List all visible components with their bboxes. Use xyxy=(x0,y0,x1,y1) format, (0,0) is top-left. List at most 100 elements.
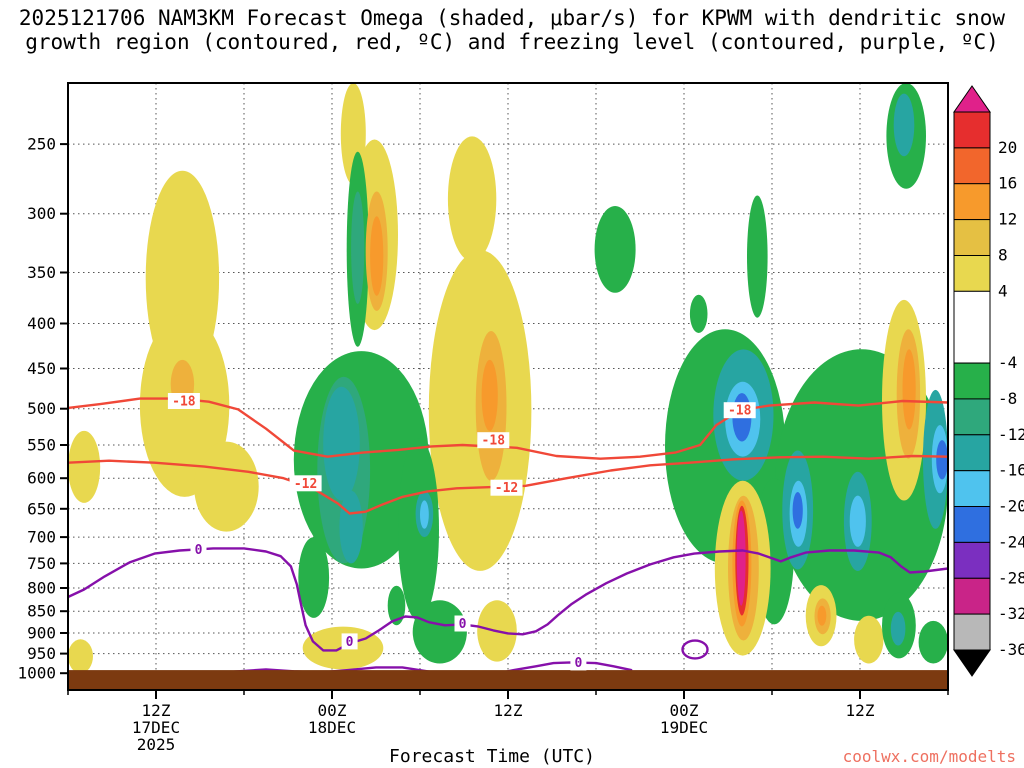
time-tick-date: 17DEC xyxy=(132,718,180,737)
pressure-tick-label: 450 xyxy=(27,359,56,378)
shaded-region xyxy=(736,510,746,606)
contour-label: -12 xyxy=(495,481,518,496)
colorbar-label: 4 xyxy=(998,281,1008,300)
colorbar-label: -24 xyxy=(998,532,1024,551)
pressure-tick-label: 800 xyxy=(27,579,56,598)
shaded-region xyxy=(194,441,259,532)
axes: 250 300 350 400 450 500 550 600 650 700 750 800 850 9… xyxy=(17,135,949,754)
plot-generated-content: -18 -18 -18 -12 -12 0 0 0 0 250 300 350 400 450 500 550… xyxy=(17,82,1024,754)
shaded-region xyxy=(918,620,948,664)
contour-label-bg xyxy=(289,475,322,492)
pressure-tick-label: 950 xyxy=(27,644,56,663)
watermark-link[interactable]: coolwx.com/modelts xyxy=(843,747,1016,766)
contour-dendritic-growth-minus12 xyxy=(68,454,948,515)
pressure-tick-label: 600 xyxy=(27,469,56,488)
colorbar-segment xyxy=(953,398,991,436)
pressure-tick-label: 650 xyxy=(27,499,56,518)
colorbar-segment xyxy=(953,434,991,472)
time-tick-year: 2025 xyxy=(137,735,176,754)
time-tick-date: 19DEC xyxy=(660,718,708,737)
contour-label: -18 xyxy=(482,434,506,449)
contour-label: 0 xyxy=(574,656,582,671)
time-tick-label: 12Z xyxy=(494,701,523,720)
colorbar-label: 8 xyxy=(998,246,1008,265)
colorbar: 20 16 12 8 4 -4 -8 -12 -16 -20 -24 -28 -32 -36 xyxy=(953,85,1024,677)
contour-label-bg xyxy=(167,393,200,409)
shaded-region xyxy=(298,537,330,618)
shaded-region xyxy=(689,294,708,333)
shaded-region xyxy=(339,490,363,564)
contour-label: -18 xyxy=(172,395,196,410)
pressure-tick-label: 250 xyxy=(27,135,56,154)
shaded-region xyxy=(747,195,768,318)
contour-label: 0 xyxy=(346,635,354,650)
time-tick-date: 18DEC xyxy=(308,718,356,737)
contour-label-bg xyxy=(190,541,207,558)
colorbar-label: 20 xyxy=(998,138,1017,157)
shaded-region xyxy=(420,500,429,529)
time-tick-label: 12Z xyxy=(846,701,875,720)
colorbar-segment xyxy=(953,613,991,651)
shaded-region xyxy=(68,639,93,674)
shaded-region xyxy=(849,495,866,547)
colorbar-label: -8 xyxy=(998,389,1017,408)
colorbar-segment xyxy=(953,255,991,292)
colorbar-segment xyxy=(953,147,991,185)
time-tick-label: 00Z xyxy=(318,701,347,720)
shaded-region xyxy=(412,600,467,664)
pressure-tick-label: 300 xyxy=(27,204,56,223)
shaded-region xyxy=(447,136,497,262)
contour-label: 0 xyxy=(195,543,203,558)
colorbar-label: -4 xyxy=(998,353,1017,372)
shaded-omega-field xyxy=(68,83,948,674)
contour-labels: -18 -18 -18 -12 -12 0 0 0 0 xyxy=(167,393,756,671)
contour-freezing-level-zero xyxy=(68,547,948,652)
colorbar-label: -16 xyxy=(998,461,1024,480)
pressure-tick-label: 700 xyxy=(27,528,56,547)
time-tick-label: 00Z xyxy=(670,701,699,720)
colorbar-segment xyxy=(953,362,991,400)
shaded-region xyxy=(351,191,365,304)
contour-label: -12 xyxy=(294,477,317,492)
colorbar-label: 16 xyxy=(998,174,1017,193)
contour-label-bg xyxy=(477,432,510,449)
contour-label-bg xyxy=(490,479,523,496)
colorbar-label: -32 xyxy=(998,604,1024,623)
pressure-tick-label: 1000 xyxy=(17,664,56,683)
colorbar-arrow-top xyxy=(953,85,991,113)
terrain-surface xyxy=(69,670,947,689)
colorbar-label: -20 xyxy=(998,497,1024,516)
colorbar-segment xyxy=(953,219,991,257)
contour-label-bg xyxy=(723,402,756,419)
pressure-tick-label: 350 xyxy=(27,263,56,282)
shaded-region xyxy=(893,93,915,157)
colorbar-segment xyxy=(953,183,991,221)
shaded-region xyxy=(370,216,384,296)
colorbar-arrow-bottom xyxy=(953,649,991,677)
chart-title-line1: 2025121706 NAM3KM Forecast Omega (shaded… xyxy=(19,6,1006,30)
shaded-region xyxy=(68,430,101,503)
pressure-tick-label: 900 xyxy=(27,624,56,643)
pressure-tick-label: 550 xyxy=(27,436,56,455)
colorbar-label: -28 xyxy=(998,568,1024,587)
chart-title-line2: growth region (contoured, red, ºC) and f… xyxy=(25,30,999,54)
contour-label: -18 xyxy=(728,404,752,419)
contour-label: 0 xyxy=(459,617,467,632)
colorbar-segment xyxy=(953,111,991,149)
shaded-region xyxy=(387,585,406,626)
shaded-region xyxy=(890,611,906,646)
colorbar-label: 12 xyxy=(998,210,1017,229)
shaded-region xyxy=(854,615,884,664)
contour-freezing-level-zero-closed xyxy=(681,639,709,660)
shaded-region xyxy=(323,386,360,501)
colorbar-segment xyxy=(953,470,991,508)
shaded-region xyxy=(594,206,636,293)
time-tick-label: 12Z xyxy=(142,701,171,720)
shaded-region xyxy=(936,440,948,480)
contour-label-bg xyxy=(341,633,358,650)
contour-label-bg xyxy=(454,615,471,632)
colorbar-segment xyxy=(953,541,991,579)
shaded-region xyxy=(817,605,827,626)
x-axis-title: Forecast Time (UTC) xyxy=(389,746,595,767)
